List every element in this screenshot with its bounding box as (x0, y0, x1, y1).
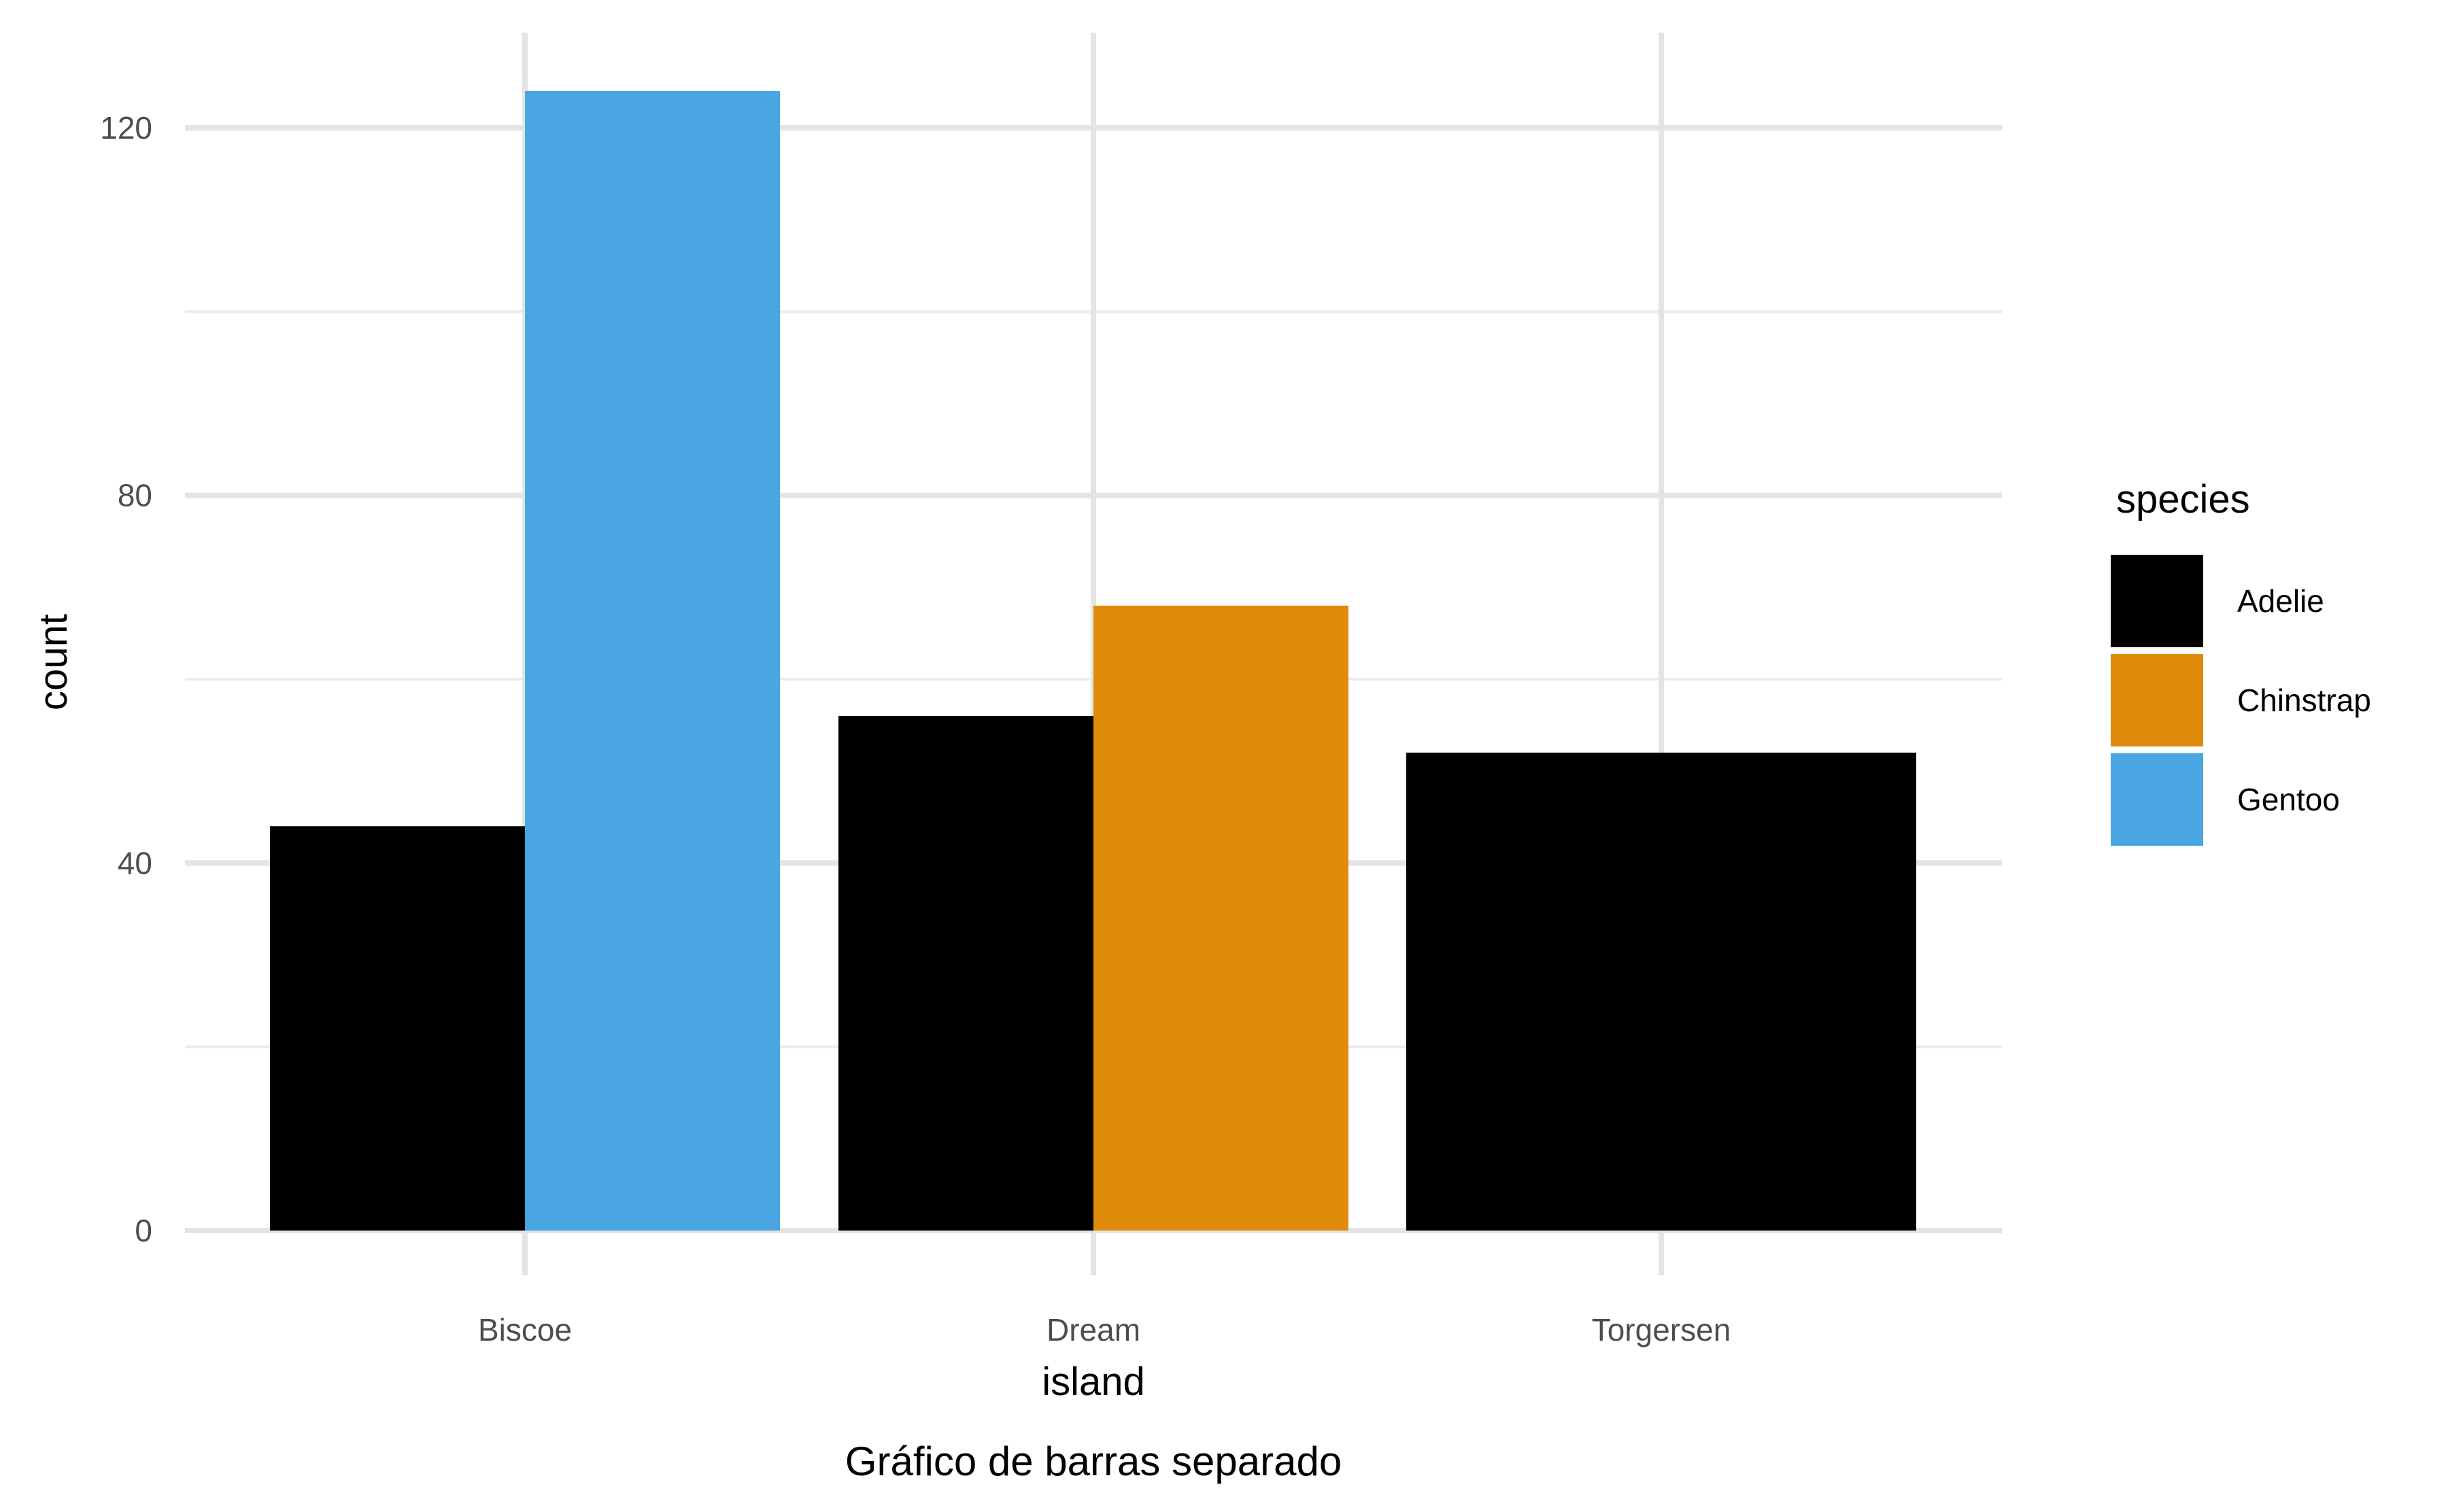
bar-chinstrap-dream (1093, 605, 1348, 1231)
legend: species Adelie Chinstrap Gentoo (2111, 477, 2371, 846)
y-axis-title: count (31, 614, 75, 710)
legend-key-chinstrap (2111, 654, 2203, 746)
chart-caption: Gráfico de barras separado (845, 1439, 1342, 1484)
legend-key-gentoo (2111, 753, 2203, 846)
legend-label-gentoo: Gentoo (2237, 782, 2340, 817)
bar-gentoo-biscoe (525, 90, 780, 1231)
y-tick-label: 40 (118, 845, 152, 880)
y-tick-label: 0 (135, 1213, 152, 1248)
bar-adelie-torgersen (1406, 753, 1916, 1231)
y-axis-tick-labels: 0 40 80 120 (100, 110, 152, 1248)
y-tick-label: 120 (100, 110, 152, 145)
x-axis-tick-labels: Biscoe Dream Torgersen (478, 1312, 1731, 1347)
legend-items: Adelie Chinstrap Gentoo (2111, 555, 2371, 846)
bar-adelie-dream (838, 716, 1093, 1231)
legend-key-adelie (2111, 555, 2203, 647)
bar-adelie-biscoe (270, 826, 525, 1231)
y-tick-label: 80 (118, 478, 152, 513)
x-axis-title: island (1042, 1360, 1145, 1404)
x-tick-label: Torgersen (1592, 1312, 1731, 1347)
bars (270, 90, 1916, 1231)
legend-label-chinstrap: Chinstrap (2237, 683, 2371, 718)
x-tick-label: Dream (1047, 1312, 1140, 1347)
x-tick-label: Biscoe (478, 1312, 572, 1347)
legend-label-adelie: Adelie (2237, 583, 2324, 619)
legend-title: species (2116, 477, 2250, 521)
